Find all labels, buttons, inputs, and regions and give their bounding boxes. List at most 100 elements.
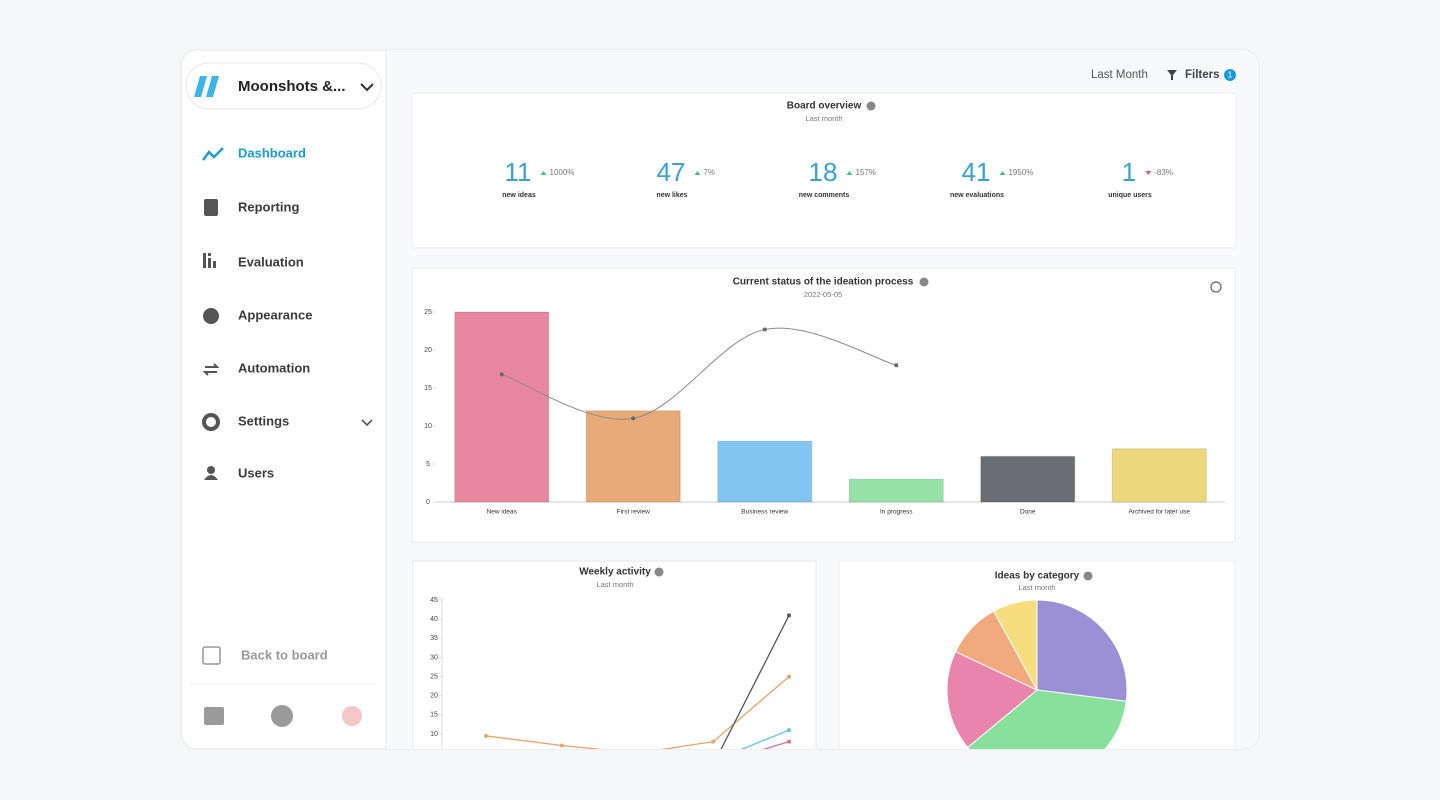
x-tick-label: New ideas (487, 509, 518, 516)
card-title: Current status of the ideation process (733, 277, 914, 288)
y-tick-label: 15 (424, 385, 432, 392)
pie-slice (946, 651, 1038, 749)
point (484, 770, 488, 774)
trend-arrow (694, 171, 701, 175)
nav-item[interactable]: Evaluation (238, 254, 304, 269)
y-tick-label: 35 (430, 635, 438, 642)
stat-label: unique users (1108, 192, 1152, 199)
point (711, 763, 715, 767)
card-title: Weekly activity (579, 567, 651, 578)
card-subtitle: Last month (596, 580, 633, 589)
point (560, 770, 564, 774)
info-icon[interactable] (654, 567, 664, 577)
point (787, 613, 791, 618)
icon-appearance (203, 308, 219, 324)
y-tick-label: 25 (430, 673, 438, 680)
period-select[interactable]: Last Month (1091, 69, 1148, 81)
icon-evaluation (203, 253, 216, 268)
point (631, 416, 636, 421)
stat-value: 47 (657, 157, 686, 187)
stat-value: 18 (809, 157, 838, 187)
card-subtitle: Last month (1018, 583, 1055, 592)
stat-value: 11 (505, 157, 532, 187)
x-tick-label: First review (617, 509, 651, 516)
line (485, 676, 790, 749)
stat-label: new comments (799, 192, 850, 199)
dynamic: 11 1000% new ideas 47 7% new likes 18 157% new c… (424, 157, 1225, 774)
y-tick-label: 20 (424, 347, 432, 354)
bar (717, 440, 813, 503)
pie-slice (1036, 599, 1128, 702)
icon-reporting (204, 199, 218, 216)
point (499, 372, 504, 377)
icon-help[interactable] (271, 705, 293, 727)
stat-label: new evaluations (950, 192, 1004, 199)
point (484, 733, 488, 738)
y-tick-label: 30 (430, 654, 438, 661)
stat-value: 1 (1122, 157, 1136, 187)
bar (454, 311, 550, 503)
workspace-name[interactable]: Moonshots &... (238, 78, 346, 95)
y-tick-label: 5 (426, 461, 430, 468)
point (484, 770, 488, 774)
stat-change: 7% (703, 168, 715, 177)
stat-change: 157% (855, 168, 875, 177)
chevron[interactable] (361, 419, 373, 427)
chevron[interactable] (360, 83, 374, 92)
x-tick-label: Business review (741, 509, 788, 516)
point (636, 770, 640, 774)
filters-button[interactable]: Filters (1185, 69, 1220, 81)
nav-item[interactable]: Settings (238, 413, 289, 428)
bar (585, 410, 681, 503)
pie-slice (966, 689, 1127, 749)
stat-change: 1000% (550, 168, 575, 177)
nav-item[interactable]: Appearance (238, 307, 312, 322)
point (559, 743, 564, 748)
trend-arrow (846, 171, 853, 175)
card-title: Ideas by category (995, 571, 1080, 582)
point (762, 327, 767, 332)
trend-arrow (999, 171, 1006, 175)
pie-slice (992, 599, 1038, 691)
icon-settings (202, 413, 220, 431)
card (412, 560, 817, 749)
y-tick-label: 10 (424, 423, 432, 430)
workspace-switcher[interactable] (185, 62, 382, 110)
info-icon[interactable] (1083, 571, 1093, 581)
card-subtitle: Last month (805, 114, 842, 123)
point (636, 770, 640, 774)
point (711, 759, 715, 763)
y-tick-label: 20 (430, 693, 438, 700)
info-icon[interactable] (919, 277, 929, 287)
stat-change: 1950% (1008, 168, 1033, 177)
icon-users (204, 475, 218, 480)
icon-dashboard (202, 147, 224, 161)
timer-icon[interactable] (1210, 281, 1222, 293)
nav-item[interactable]: Dashboard (238, 145, 306, 160)
trend-arrow (1145, 171, 1152, 175)
nav-item[interactable]: Reporting (238, 199, 299, 214)
y-tick-label: 25 (424, 309, 432, 316)
x-tick-label: In progress (880, 509, 913, 516)
point (787, 739, 791, 744)
bar (1111, 448, 1207, 503)
nav-item[interactable]: Automation (238, 360, 310, 375)
point (560, 770, 564, 774)
line (486, 615, 790, 749)
stat-value: 41 (962, 157, 991, 187)
stat-label: new ideas (502, 192, 536, 199)
point (636, 770, 640, 774)
avatar[interactable] (342, 706, 362, 726)
stat-label: new likes (656, 192, 687, 199)
point (636, 751, 640, 755)
icon-automation (202, 363, 220, 376)
back-link[interactable]: Back to board (241, 647, 328, 662)
point (711, 739, 716, 744)
info-icon[interactable] (866, 101, 876, 111)
point (787, 728, 791, 733)
icon-docs[interactable] (204, 707, 224, 725)
icon-back (202, 646, 221, 665)
filter-badge (1224, 69, 1236, 81)
nav-item[interactable]: Users (238, 465, 274, 480)
